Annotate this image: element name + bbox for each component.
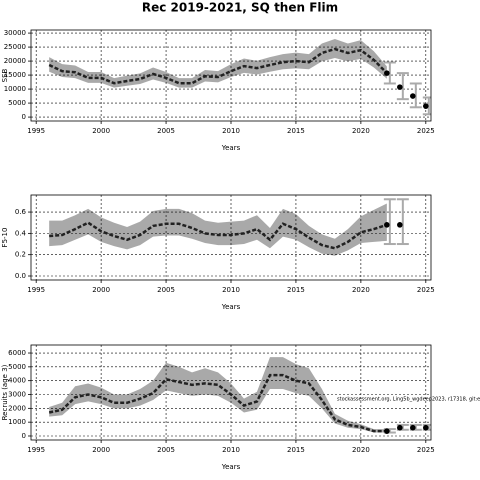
y-tick-label: 10000 [4, 85, 26, 93]
projection-point [410, 424, 416, 431]
y-tick-label: 0.0 [15, 272, 26, 280]
confidence-band [49, 203, 387, 256]
x-tick-label: 2010 [222, 286, 240, 294]
y-tick-label: 0.2 [15, 251, 26, 259]
x-tick-label: 2005 [157, 286, 175, 294]
x-tick-label: 2015 [287, 286, 305, 294]
projection-point [397, 84, 403, 90]
x-tick-label: 2020 [352, 446, 370, 454]
x-tick-label: 2025 [417, 127, 435, 135]
projection-point [397, 424, 403, 431]
y-axis-label: Recruits (age 3) [1, 364, 9, 420]
y-tick-label: 20000 [4, 57, 26, 65]
y-tick-label: 5000 [8, 363, 26, 371]
estimate-line [49, 221, 388, 250]
x-tick-label: 2005 [157, 127, 175, 135]
y-tick-label: 2000 [8, 404, 26, 412]
y-tick-label: 6000 [8, 349, 26, 357]
x-tick-label: 2025 [417, 446, 435, 454]
x-axis-label: Years [221, 144, 241, 152]
y-tick-label: 3000 [8, 391, 26, 399]
projection-point [423, 103, 429, 109]
plot-area [31, 345, 431, 440]
projection-point [384, 70, 390, 76]
x-tick-label: 1995 [27, 127, 45, 135]
x-tick-label: 2000 [92, 127, 110, 135]
plot-area [31, 30, 431, 121]
x-tick-label: 2020 [352, 127, 370, 135]
estimate-line [48, 47, 388, 85]
estimate-line [48, 373, 387, 433]
x-tick-label: 1995 [27, 446, 45, 454]
x-axis-label: Years [221, 463, 241, 471]
y-tick-label: 25000 [4, 43, 26, 51]
x-tick-label: 1995 [27, 286, 45, 294]
y-tick-label: 30000 [4, 29, 26, 37]
projection-point [384, 428, 390, 434]
y-tick-label: 0 [22, 113, 26, 121]
confidence-band [49, 357, 387, 433]
y-tick-label: 4000 [8, 377, 26, 385]
y-tick-label: 15000 [4, 71, 26, 79]
x-axis-label: Years [221, 303, 241, 311]
x-tick-label: 2015 [287, 127, 305, 135]
projection-point [410, 93, 416, 99]
projection-point [423, 424, 429, 431]
plot-area [31, 195, 431, 280]
x-tick-label: 2020 [352, 286, 370, 294]
x-tick-label: 2015 [287, 446, 305, 454]
x-tick-label: 2010 [222, 127, 240, 135]
y-tick-label: 5000 [8, 99, 26, 107]
y-tick-label: 0.6 [15, 208, 27, 216]
x-tick-label: 2000 [92, 446, 110, 454]
annotation: stockassessment.org, Ling5b_wgdeep2023, … [337, 397, 480, 403]
y-tick-label: 0 [22, 432, 26, 440]
y-tick-label: 1000 [8, 418, 26, 426]
y-axis-label: SSB [1, 68, 9, 82]
projection-point [384, 222, 390, 228]
confidence-band [49, 38, 387, 88]
x-tick-label: 2000 [92, 286, 110, 294]
y-axis-label: F5-10 [1, 228, 9, 248]
chart-title: Rec 2019-2021, SQ then Flim [142, 1, 338, 15]
y-tick-label: 0.4 [15, 229, 27, 237]
x-tick-label: 2025 [417, 286, 435, 294]
x-tick-label: 2005 [157, 446, 175, 454]
x-tick-label: 2010 [222, 446, 240, 454]
projection-point [397, 222, 403, 228]
